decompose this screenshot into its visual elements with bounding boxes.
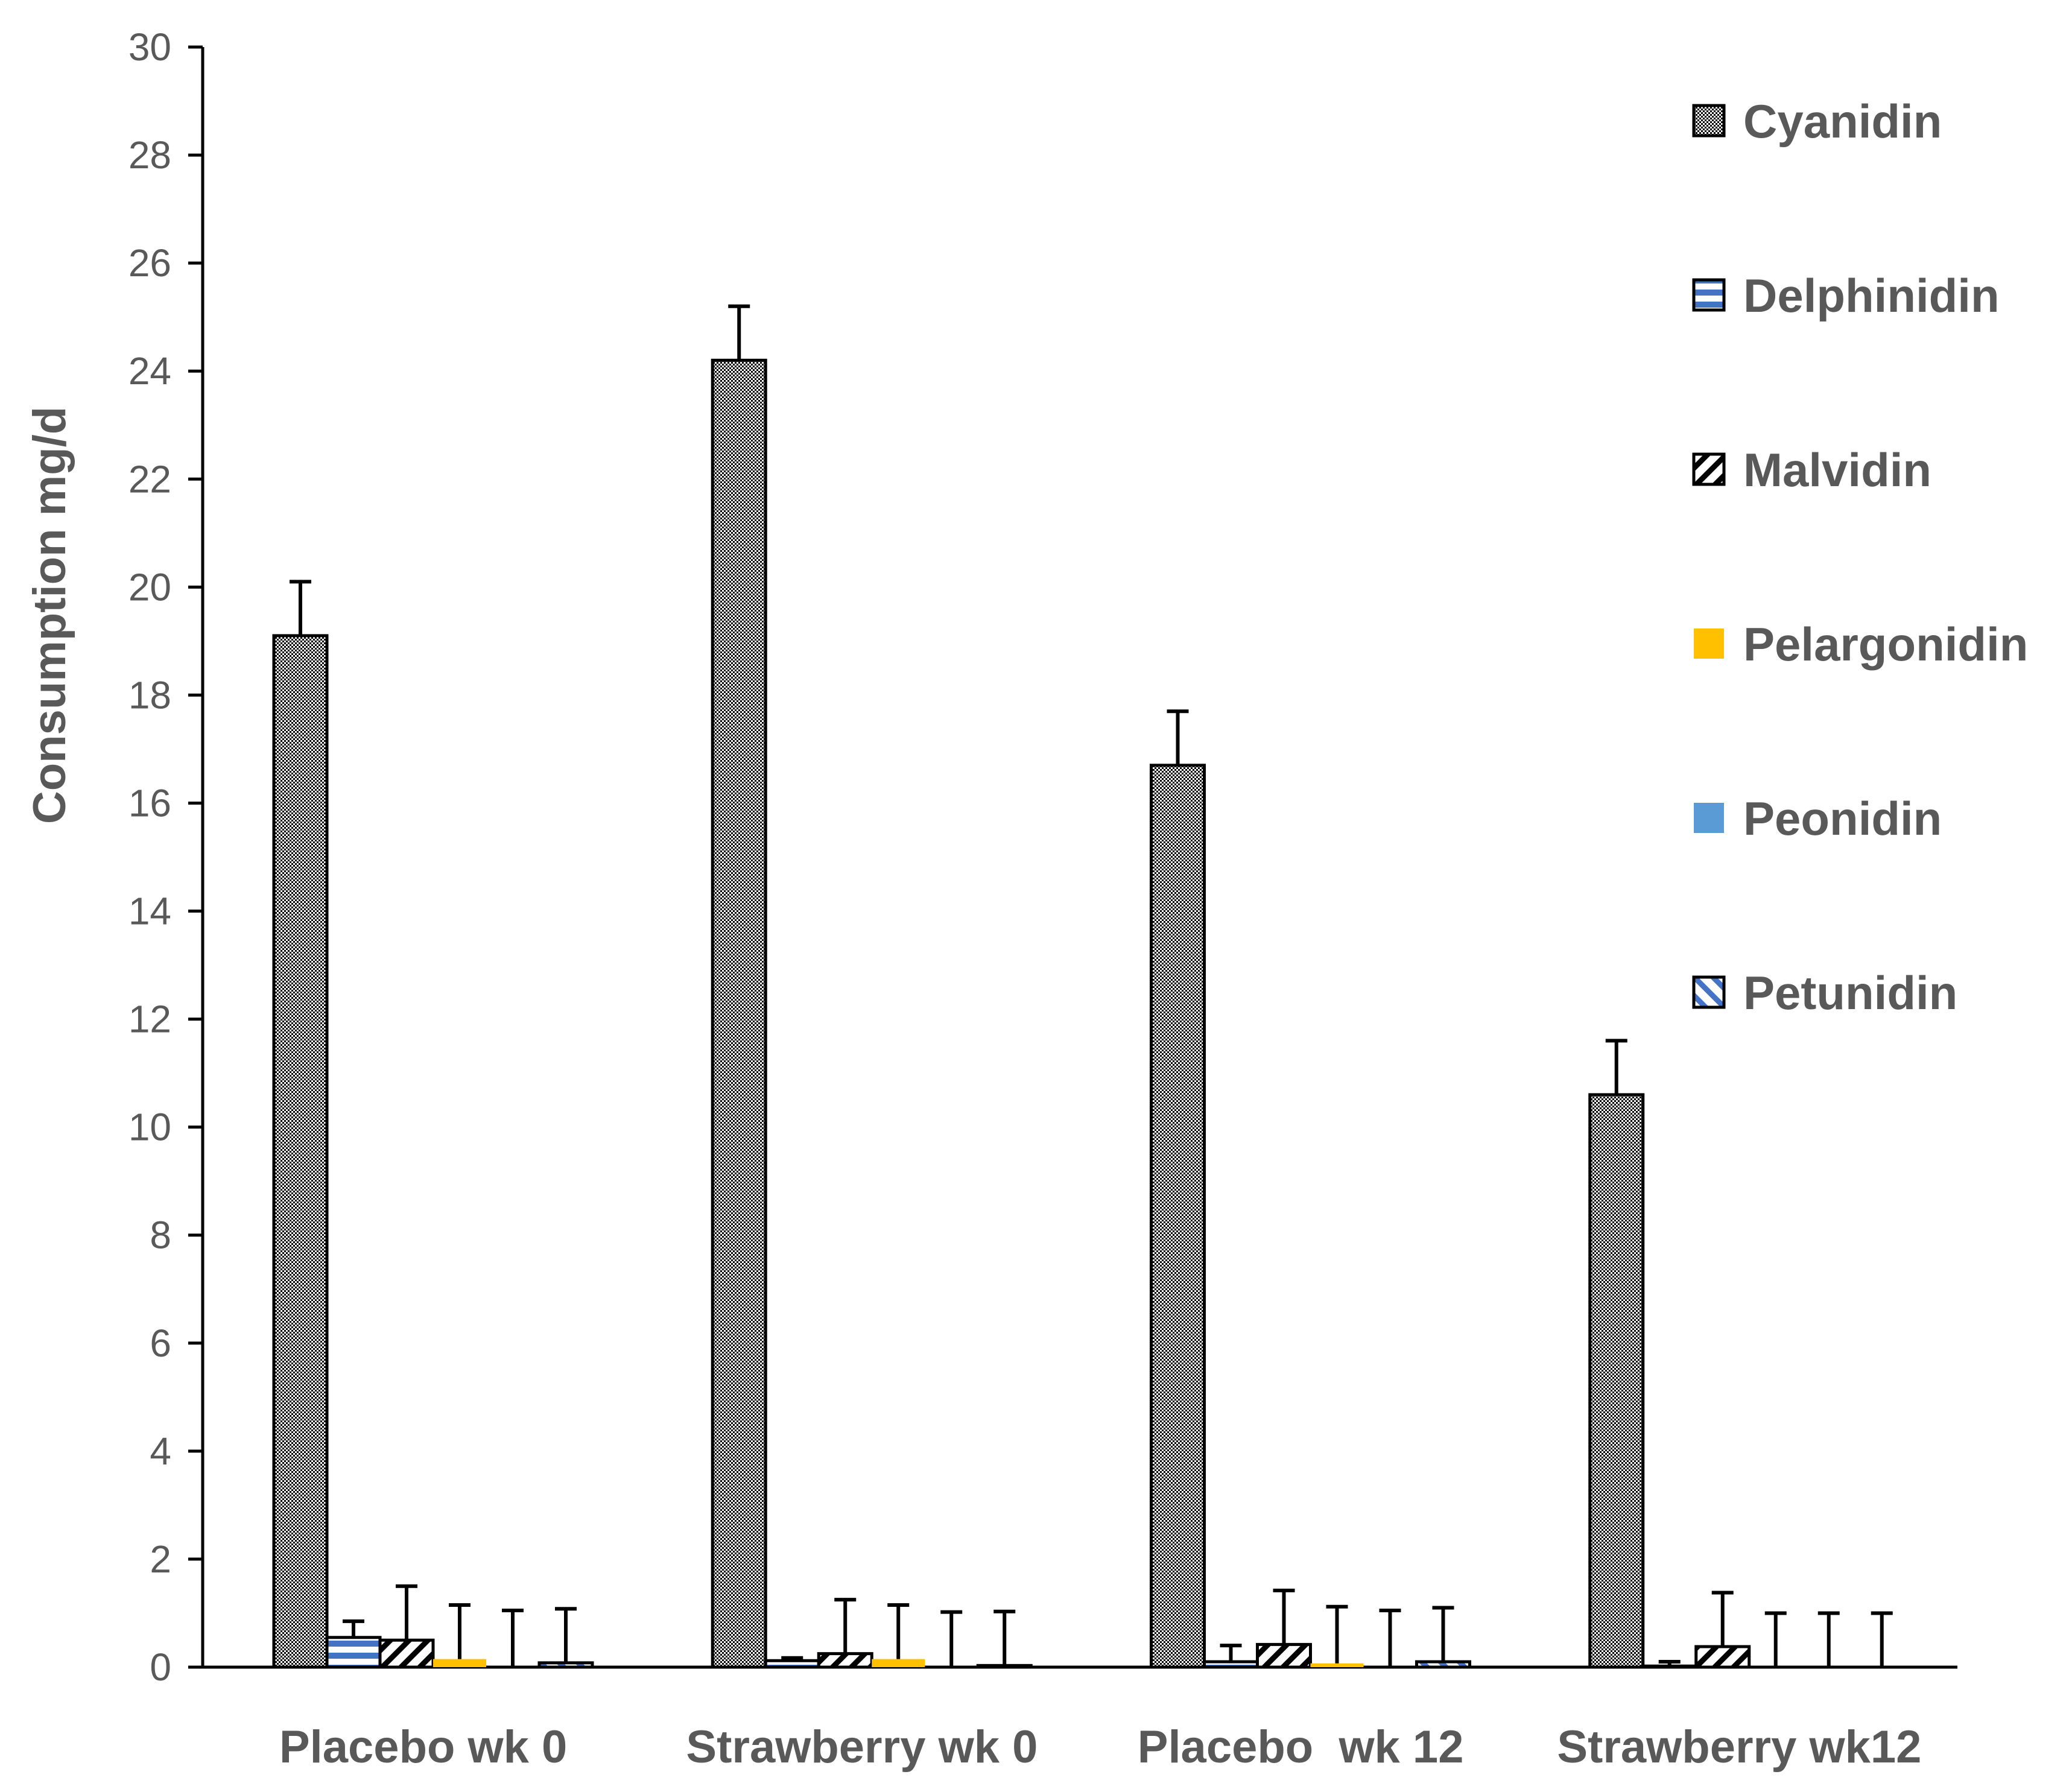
legend-label-peonidin: Peonidin	[1743, 792, 1942, 845]
y-tick-label: 20	[128, 565, 171, 609]
legend: Cyanidin Delphinidin Malvidin Pelargonidin P…	[1692, 95, 2028, 1019]
bar-pelargonidin-2	[872, 1659, 925, 1667]
legend-label-petunidin: Petunidin	[1743, 966, 1957, 1019]
category-label: Placebo wk 0	[279, 1721, 567, 1773]
legend-swatch-petunidin	[1692, 975, 1726, 1009]
legend-label-pelargonidin: Pelargonidin	[1743, 618, 2028, 671]
category-label: Placebo wk 12	[1138, 1721, 1464, 1773]
y-tick-label: 24	[128, 349, 171, 393]
bar-petunidin-3	[1415, 1660, 1471, 1669]
category-label: Strawberry wk 0	[686, 1721, 1038, 1773]
legend-swatch-delphinidin	[1692, 278, 1726, 312]
y-tick-label: 8	[150, 1214, 171, 1257]
category-labels: Placebo wk 0 Strawberry wk 0 Placebo wk 12…	[279, 1721, 1921, 1773]
error-bars	[290, 304, 1893, 1667]
y-tick-label: 12	[128, 998, 171, 1041]
legend-label-malvidin: Malvidin	[1743, 443, 1931, 496]
bar-cyanidin-1	[272, 634, 329, 1669]
bar-petunidin-2	[976, 1664, 1033, 1669]
bar-delphinidin-3	[1203, 1660, 1259, 1669]
bar-petunidin-1	[537, 1661, 594, 1669]
bar-cyanidin-3	[1150, 764, 1206, 1669]
legend-swatch-peonidin	[1694, 803, 1724, 833]
bar-delphinidin-4	[1641, 1664, 1698, 1669]
bars	[272, 358, 1751, 1669]
bar-malvidin-3	[1256, 1642, 1312, 1669]
bar-pelargonidin-3	[1310, 1663, 1364, 1667]
category-label: Strawberry wk12	[1557, 1721, 1921, 1773]
y-tick-label: 10	[128, 1106, 171, 1149]
bar-delphinidin-2	[764, 1659, 820, 1669]
y-tick-label: 16	[128, 781, 171, 825]
y-tick-label: 0	[150, 1645, 171, 1689]
y-tick-label: 2	[150, 1537, 171, 1581]
y-tick-label: 22	[128, 457, 171, 501]
y-tick-label: 6	[150, 1322, 171, 1365]
bar-malvidin-2	[817, 1652, 873, 1669]
y-tick-label: 18	[128, 673, 171, 717]
bar-cyanidin-2	[711, 358, 767, 1669]
y-tick-label: 28	[128, 133, 171, 177]
legend-swatch-malvidin	[1692, 452, 1726, 486]
y-tick-label: 4	[150, 1429, 171, 1473]
bar-cyanidin-4	[1588, 1093, 1645, 1669]
bar-malvidin-1	[378, 1638, 435, 1669]
legend-swatch-cyanidin	[1692, 104, 1726, 138]
y-tick-label: 30	[128, 25, 171, 69]
bar-pelargonidin-1	[433, 1659, 486, 1667]
legend-swatch-pelargonidin	[1694, 628, 1724, 659]
y-tick-label: 14	[128, 890, 171, 933]
bar-delphinidin-1	[325, 1636, 382, 1669]
y-axis-title: Consumption mg/d	[24, 407, 75, 824]
bar-malvidin-4	[1694, 1645, 1751, 1669]
legend-label-cyanidin: Cyanidin	[1743, 95, 1942, 148]
legend-label-delphinidin: Delphinidin	[1743, 269, 2000, 322]
y-tick-label: 26	[128, 241, 171, 285]
